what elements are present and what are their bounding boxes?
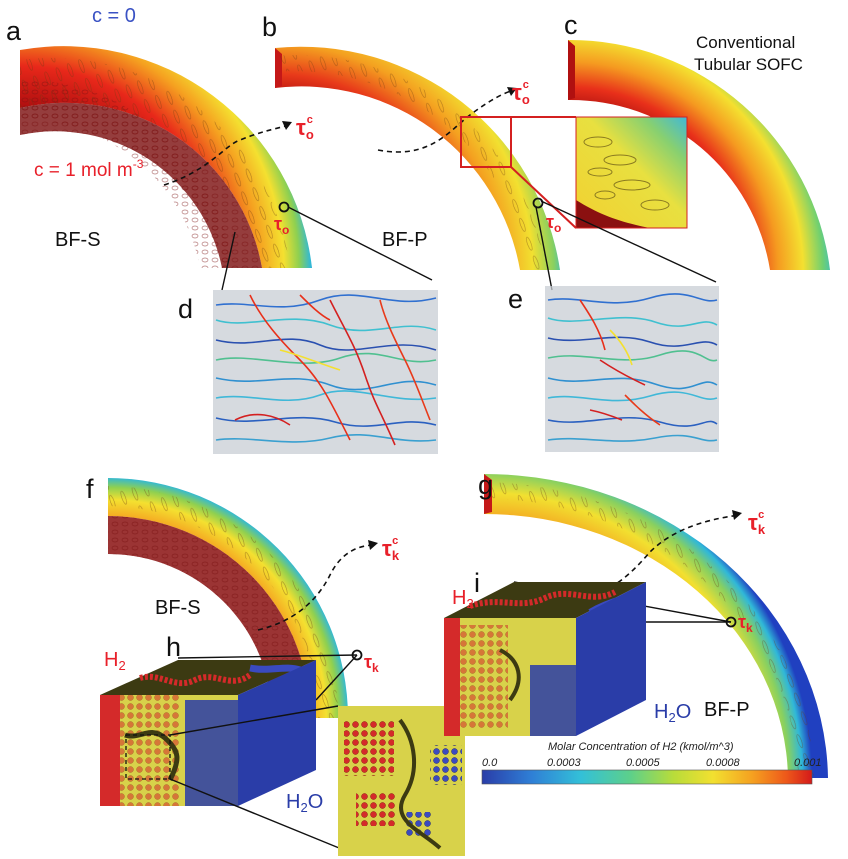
- cube-i-side: [576, 582, 646, 736]
- panel-h: h H2 H2O: [100, 632, 465, 856]
- concentration-one-label: c = 1 mol m-3: [34, 157, 144, 181]
- streamline-volume-e: [545, 286, 719, 452]
- panel-g: g τkc τk BF-P: [478, 470, 828, 778]
- tau-k-c-label-f: τkc: [382, 535, 400, 563]
- bf-s-label-top: BF-S: [55, 229, 101, 251]
- conventional-label-line1: Conventional: [696, 33, 795, 52]
- panel-a: a c = 0 c = 1 mol m-3 BF-S τoc τo: [6, 5, 314, 269]
- panel-label-c: c: [564, 10, 578, 40]
- colorbar-gradient: [481, 769, 813, 785]
- zoom-box: [460, 116, 512, 168]
- cube-h-side: [238, 660, 316, 806]
- colorbar-tick-0: 0.0: [482, 757, 498, 769]
- colorbar-tick-1: 0.0003: [547, 757, 582, 769]
- colorbar-tick-4: 0.001: [794, 757, 822, 769]
- tau-o-c-label-b: τoc: [512, 79, 530, 107]
- tortuosity-path-f: [257, 544, 377, 631]
- panel-label-h: h: [166, 632, 181, 662]
- colorbar-tick-3: 0.0008: [706, 757, 741, 769]
- streamlines-d: [215, 294, 437, 446]
- panel-label-d: d: [178, 294, 193, 324]
- h2-label-h: H2: [104, 649, 126, 673]
- h2o-label-i: H2O: [654, 701, 691, 725]
- panel-f: f BF-S τkc τk: [86, 474, 400, 718]
- tau-k-label-f: τk: [364, 652, 379, 675]
- panel-label-b: b: [262, 12, 277, 42]
- bf-s-label-bottom: BF-S: [155, 597, 201, 619]
- streamline-volume-d: [213, 290, 438, 454]
- panel-i: i H2 H2O: [444, 568, 732, 736]
- tau-k-label-g: τk: [738, 612, 753, 635]
- tau-o-label-a: τo: [274, 214, 289, 237]
- zoom-inset: [576, 117, 687, 228]
- tortuosity-path-g: [567, 514, 741, 603]
- tau-k-c-label-g: τkc: [748, 509, 766, 537]
- h2-label-i: H2: [452, 587, 474, 611]
- panel-label-g: g: [478, 470, 493, 500]
- panel-d: d: [178, 206, 438, 454]
- panel-label-a: a: [6, 16, 22, 46]
- tau-o-c-label-a: τoc: [296, 114, 314, 142]
- panel-b: b BF-P τoc τo: [262, 12, 577, 270]
- colorbar-tick-2: 0.0005: [626, 757, 661, 769]
- colorbar: Molar Concentration of H2 (kmol/m^3) 0.0…: [481, 741, 822, 785]
- panel-c: c Conventional Tubular SOFC: [564, 10, 830, 271]
- h2o-label-h: H2O: [286, 791, 323, 815]
- concentration-zero-label: c = 0: [92, 5, 136, 27]
- panel-e: e: [508, 200, 719, 452]
- panel-label-f: f: [86, 474, 94, 504]
- panel-label-e: e: [508, 284, 523, 314]
- panel-label-i: i: [474, 568, 480, 598]
- sample-point-b: [532, 197, 544, 209]
- conventional-label-line2: Tubular SOFC: [694, 55, 803, 74]
- colorbar-title: Molar Concentration of H2 (kmol/m^3): [548, 741, 734, 753]
- streamlines-e: [547, 293, 718, 442]
- bf-p-label-top: BF-P: [382, 229, 428, 251]
- bf-p-label-bottom: BF-P: [704, 699, 750, 721]
- arc-conventional: [568, 39, 830, 271]
- tau-o-label-b: τo: [546, 212, 561, 235]
